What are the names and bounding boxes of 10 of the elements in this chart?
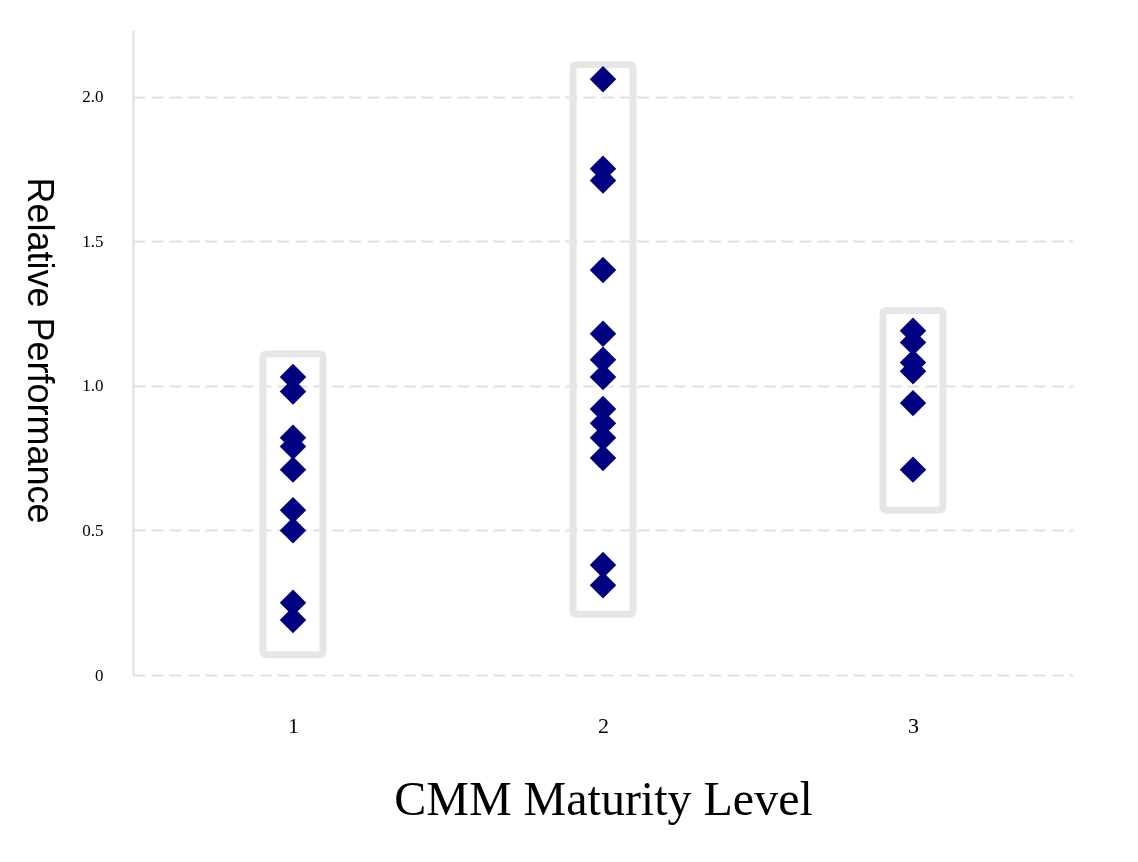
y-tick-label: 1.0 bbox=[82, 376, 104, 396]
x-tick-label: 3 bbox=[908, 712, 919, 738]
y-tick-label: 0 bbox=[95, 665, 104, 685]
y-tick-label: 1.5 bbox=[82, 231, 104, 251]
x-tick-label: 1 bbox=[288, 712, 299, 738]
x-axis-title: CMM Maturity Level bbox=[394, 771, 813, 825]
y-tick-label: 2.0 bbox=[82, 87, 104, 107]
y-axis-title: Relative Performance bbox=[19, 177, 61, 524]
y-tick-label: 0.5 bbox=[82, 520, 104, 540]
x-tick-label: 2 bbox=[598, 712, 609, 738]
